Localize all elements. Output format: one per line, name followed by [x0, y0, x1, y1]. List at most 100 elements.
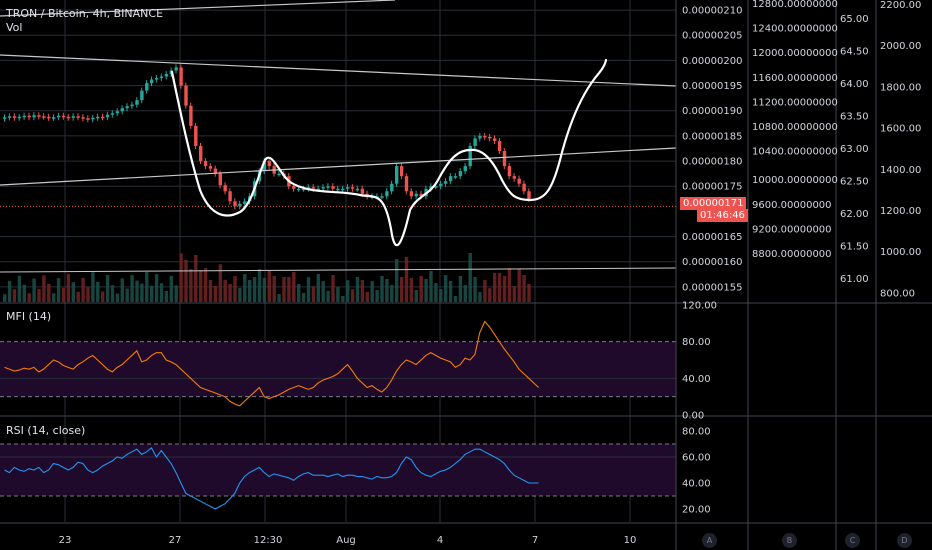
volume-bar: [507, 268, 512, 302]
candle-body: [115, 111, 120, 114]
volume-bar: [86, 286, 90, 302]
price-tick-label: 0.00000180: [682, 157, 742, 168]
volume-bar: [512, 286, 516, 302]
candle-body: [150, 79, 154, 84]
volume-bar: [42, 275, 46, 302]
volume-bar: [483, 279, 487, 302]
volume-bar: [277, 294, 281, 302]
mfi-pane: [0, 320, 676, 407]
scale-button-c[interactable]: C: [845, 533, 860, 548]
candle-body: [297, 188, 301, 191]
scale3-tick-label: 62.00: [840, 209, 869, 220]
price-tick-label: 0.00000195: [682, 81, 742, 92]
candle-body: [336, 188, 340, 191]
candle-body: [517, 178, 521, 184]
scale2-tick-label: 10800.00000000: [752, 122, 838, 133]
upper-trendline: [0, 54, 677, 87]
volume-bar: [517, 269, 521, 302]
volume-bar: [434, 283, 438, 302]
scale-button-d[interactable]: D: [897, 533, 912, 548]
candle-body: [399, 166, 404, 177]
candle-body: [145, 83, 149, 91]
candle-body: [301, 188, 306, 191]
top-trendline: [0, 0, 396, 17]
volume-bars: [3, 253, 531, 302]
volume-bar: [238, 288, 242, 302]
candle-body: [154, 78, 159, 80]
candle-body: [311, 187, 316, 189]
candle-body: [56, 115, 61, 118]
volume-bar: [164, 291, 169, 302]
candle-body: [22, 115, 26, 118]
x-tick-label: 12:30: [254, 535, 283, 546]
candle-body: [238, 203, 242, 207]
candle-body: [502, 151, 507, 167]
price-tick-label: 0.00000165: [682, 232, 742, 243]
volume-bar: [105, 275, 110, 302]
volume-bar: [395, 259, 399, 302]
volume-bar: [174, 285, 178, 302]
x-tick-label: 23: [59, 535, 72, 546]
scale2-tick-label: 11600.00000000: [752, 73, 838, 84]
candle-body: [453, 176, 458, 178]
candle-body: [434, 186, 438, 188]
scale4-tick-label: 1400.00: [880, 165, 921, 176]
volume-bar: [101, 291, 105, 302]
candle-body: [61, 115, 66, 118]
candle-body: [316, 188, 320, 191]
rsi-label: RSI (14, close): [6, 424, 86, 437]
rsi-tick-label: 60.00: [682, 453, 711, 464]
price-tick-label: 0.00000155: [682, 282, 742, 293]
volume-bar: [287, 277, 291, 302]
candle-body: [360, 188, 365, 194]
candle-body: [463, 166, 467, 172]
projection-curve: [170, 58, 608, 247]
rsi-band: [0, 444, 676, 496]
volume-bar: [390, 285, 394, 302]
candle-body: [140, 90, 144, 101]
volume-bar: [184, 260, 188, 302]
candle-body: [17, 116, 22, 119]
candle-body: [27, 115, 31, 118]
mfi-tick-label: 40.00: [682, 374, 711, 385]
scale4-tick-label: 1200.00: [880, 206, 921, 217]
rsi-tick-label: 80.00: [682, 427, 711, 438]
volume-bar: [301, 293, 306, 302]
scale4-tick-label: 800.00: [880, 288, 915, 299]
volume-bar: [409, 278, 414, 302]
volume-bar: [478, 292, 482, 302]
scale-button-a[interactable]: A: [702, 533, 717, 548]
volume-bar: [252, 277, 257, 302]
scale2-tick-label: 12400.00000000: [752, 24, 838, 35]
candle-body: [130, 104, 134, 107]
mfi-label: MFI (14): [6, 310, 52, 323]
volume-bar: [61, 287, 66, 302]
volume-bar: [473, 277, 477, 302]
volume-label: Vol: [6, 21, 23, 34]
mfi-line: [4, 320, 539, 407]
candle-body: [184, 85, 188, 106]
candle-body: [105, 114, 110, 118]
volume-bar: [233, 276, 237, 302]
volume-bar: [297, 284, 301, 302]
candlesticks: [3, 64, 531, 210]
scale-button-b[interactable]: B: [782, 533, 797, 548]
mfi-band: [0, 341, 676, 397]
candle-body: [3, 117, 7, 119]
candle-body: [507, 166, 512, 177]
candle-body: [125, 106, 129, 109]
lower-trendline: [0, 147, 677, 186]
candle-body: [223, 185, 227, 192]
volume-bar: [262, 278, 267, 302]
candle-body: [326, 186, 330, 188]
x-tick-label: 7: [532, 535, 538, 546]
volume-bar: [370, 281, 374, 302]
volume-bar: [145, 272, 149, 302]
scale4-tick-label: 1600.00: [880, 124, 921, 135]
volume-bar: [213, 286, 218, 302]
candle-body: [321, 187, 325, 189]
volume-bar: [360, 280, 365, 302]
candle-body: [194, 125, 198, 146]
volume-bar: [439, 289, 443, 302]
